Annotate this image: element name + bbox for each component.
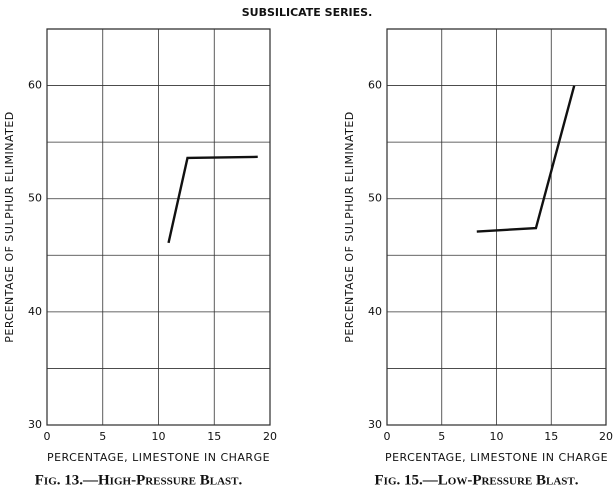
x-axis-label: PERCENTAGE, LIMESTONE IN CHARGE	[385, 451, 608, 464]
x-tick-label: 5	[438, 430, 445, 443]
title: SUBSILICATE SERIES.	[242, 6, 373, 19]
x-tick-label: 5	[99, 430, 106, 443]
caption: Fig. 15.—Low-Pressure Blast.	[375, 472, 579, 488]
caption: Fig. 13.—High-Pressure Blast.	[35, 472, 243, 488]
y-tick-label: 60	[28, 79, 42, 92]
x-tick-label: 10	[152, 430, 166, 443]
x-tick-label: 15	[207, 430, 221, 443]
x-tick-label: 20	[599, 430, 613, 443]
x-axis-label: PERCENTAGE, LIMESTONE IN CHARGE	[47, 451, 270, 464]
y-tick-label: 40	[368, 305, 382, 318]
y-tick-label: 50	[368, 192, 382, 205]
data-line	[476, 85, 576, 233]
x-tick-label: 10	[490, 430, 504, 443]
y-tick-label: 30	[368, 418, 382, 431]
x-tick-label: 0	[44, 430, 51, 443]
y-tick-label: 40	[28, 305, 42, 318]
x-tick-label: 20	[263, 430, 277, 443]
y-axis-label: PERCENTAGE OF SULPHUR ELIMINATED	[3, 111, 16, 343]
y-tick-label: 50	[28, 192, 42, 205]
y-axis-label: PERCENTAGE OF SULPHUR ELIMINATED	[343, 111, 356, 343]
y-tick-label: 60	[368, 79, 382, 92]
x-tick-label: 0	[384, 430, 391, 443]
data-line	[167, 155, 258, 244]
x-tick-label: 15	[544, 430, 558, 443]
y-tick-label: 30	[28, 418, 42, 431]
